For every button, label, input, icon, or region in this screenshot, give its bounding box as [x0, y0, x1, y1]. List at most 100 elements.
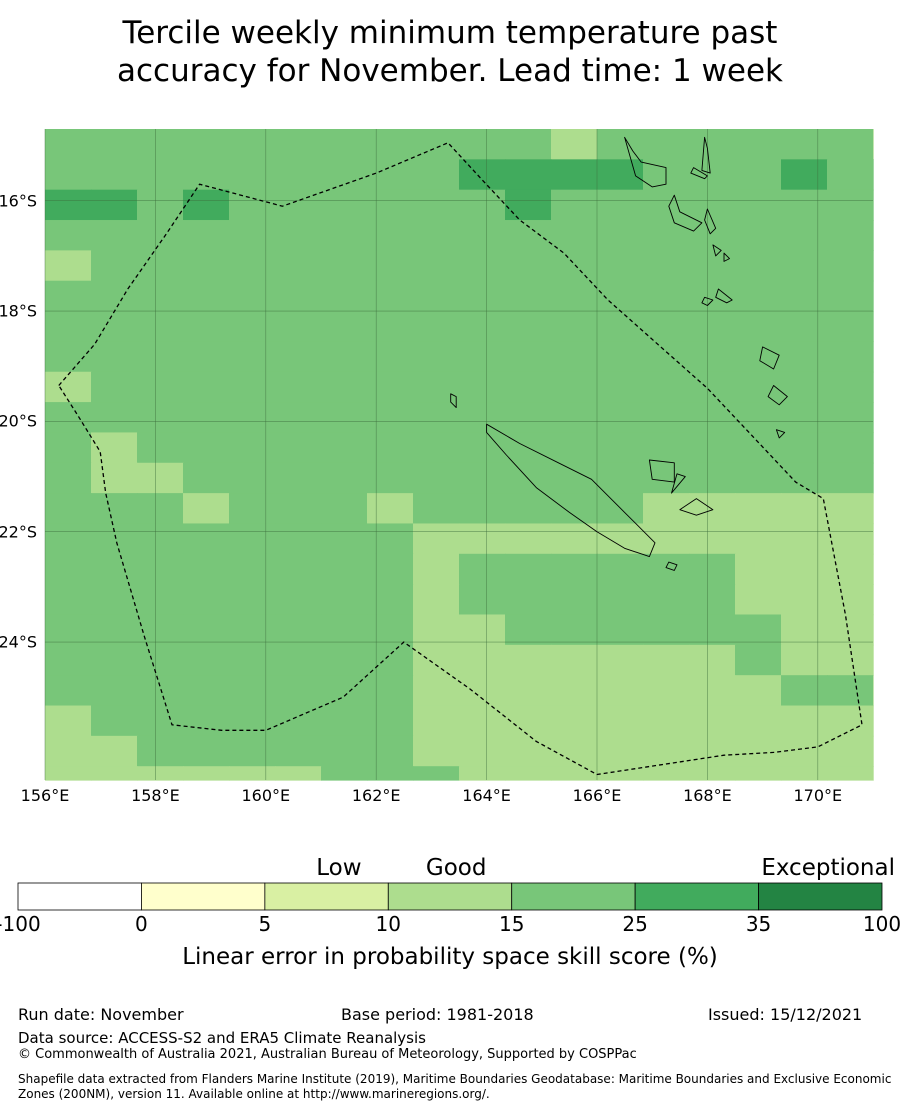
grid-cell [689, 675, 736, 707]
grid-cell [643, 220, 690, 251]
island-outline [712, 244, 722, 257]
grid-cell [275, 402, 322, 434]
grid-cell [229, 553, 276, 585]
grid-cell [689, 766, 736, 781]
colorbar-segment [511, 882, 636, 911]
colorbar-segment [17, 882, 142, 911]
grid-cell [643, 462, 690, 494]
grid-cell [459, 493, 506, 525]
grid-cell [505, 250, 552, 282]
grid-cell [551, 402, 598, 434]
grid-cell [735, 159, 782, 191]
grid-cell [597, 705, 644, 737]
grid-cell [275, 462, 322, 494]
grid-cell [827, 553, 874, 585]
grid-cell [321, 523, 368, 555]
latitude-label: 16°S [0, 191, 37, 211]
grid-cell [551, 432, 598, 464]
grid-cell [137, 280, 184, 312]
grid-cell [137, 371, 184, 403]
grid-cell [551, 189, 598, 221]
grid-cell [505, 675, 552, 707]
eez-boundary [58, 142, 863, 776]
grid-cell [321, 432, 368, 464]
grid-cell [229, 250, 276, 282]
grid-cell [45, 371, 92, 403]
longitude-label: 164°E [462, 786, 511, 805]
island-outline [704, 208, 717, 235]
grid-cell [643, 553, 690, 585]
grid-cell [551, 705, 598, 737]
grid-cell [229, 371, 276, 403]
island-outline [450, 393, 457, 409]
grid-cell [505, 614, 552, 646]
grid-cell [735, 280, 782, 312]
grid-cell [413, 462, 460, 494]
grid-cell [229, 675, 276, 707]
grid-cell [873, 189, 874, 221]
map-title: Tercile weekly minimum temperature past … [0, 14, 900, 90]
grid-cell [413, 311, 460, 342]
grid-cell [137, 523, 184, 555]
grid-cell [45, 735, 92, 767]
grid-cell [827, 311, 874, 342]
grid-cell [505, 311, 552, 342]
grid-cell [873, 311, 874, 342]
grid-cell [597, 614, 644, 646]
grid-cell [137, 493, 184, 525]
grid-cell [827, 675, 874, 707]
grid-cell [643, 614, 690, 646]
grid-cell [689, 584, 736, 616]
grid-cell [643, 189, 690, 221]
grid-cell [597, 644, 644, 676]
grid-cell [643, 705, 690, 737]
grid-cell [689, 311, 736, 342]
grid-cell [413, 341, 460, 373]
grid-cell [367, 644, 414, 676]
grid-cell [735, 553, 782, 585]
grid-cell [229, 766, 276, 781]
grid-cell [91, 735, 138, 767]
grid-cell [597, 553, 644, 585]
grid-cell [643, 675, 690, 707]
grid-cell [505, 766, 552, 781]
colorbar-segment [758, 882, 883, 911]
grid-cell [45, 614, 92, 646]
grid-cell [183, 220, 230, 251]
grid-cell [505, 523, 552, 555]
grid-cell [413, 220, 460, 251]
run-date: Run date: November [18, 1005, 184, 1024]
grid-cell [321, 493, 368, 525]
grid-cell [275, 159, 322, 191]
island-outline [671, 473, 686, 494]
grid-cell [781, 341, 828, 373]
grid-cell [45, 523, 92, 555]
grid-cell [183, 644, 230, 676]
grid-cell [229, 735, 276, 767]
grid-cell [781, 402, 828, 434]
grid-cell [137, 675, 184, 707]
longitude-label: 170°E [793, 786, 843, 805]
data-source: Data source: ACCESS-S2 and ERA5 Climate … [18, 1029, 426, 1047]
grid-cell [597, 402, 644, 434]
grid-cell [781, 493, 828, 525]
grid-cell [551, 159, 598, 191]
grid-cell [735, 462, 782, 494]
grid-cell [735, 129, 782, 160]
grid-cell [827, 735, 874, 767]
grid-cell [45, 584, 92, 616]
grid-cell [413, 675, 460, 707]
grid-cell [137, 705, 184, 737]
grid-cell [459, 402, 506, 434]
grid-cell [827, 250, 874, 282]
grid-cell [321, 250, 368, 282]
islands [450, 136, 788, 571]
grid-cell [873, 675, 874, 707]
grid-cell [459, 432, 506, 464]
colorbar-tick-label: 10 [375, 912, 402, 936]
grid-cell [735, 311, 782, 342]
grid-cell [137, 432, 184, 464]
grid-cell [781, 705, 828, 737]
grid-cell [551, 462, 598, 494]
grid-cell [505, 584, 552, 616]
